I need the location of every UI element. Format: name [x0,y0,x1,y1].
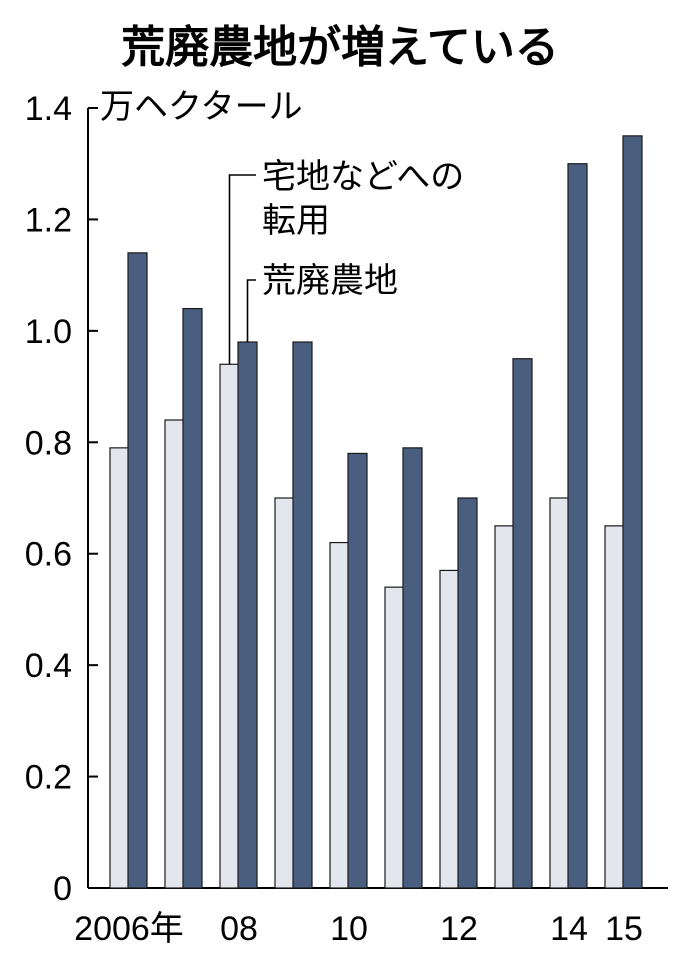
bar-conversion [219,363,240,889]
y-tick-label: 0.8 [25,424,72,462]
x-tick-label: 12 [440,910,478,948]
bar-conversion [109,447,130,889]
x-tick-label: 08 [220,910,258,948]
bar-abandoned [622,135,643,889]
y-tick-label: 0.4 [25,647,72,685]
bar-abandoned [512,358,533,889]
bar-abandoned [127,252,148,889]
legend-label-abandoned: 荒廃農地 [262,261,398,301]
y-tick-label: 1.2 [25,201,72,239]
bar-conversion [329,541,350,889]
bar-conversion [384,586,405,889]
bar-abandoned [567,163,588,889]
bar-conversion [494,525,515,889]
x-tick-label: 15 [605,910,643,948]
bar-abandoned [237,341,258,889]
x-tick-label: 2006年 [74,910,184,948]
y-tick-label: 0 [53,870,72,908]
legend-label-conversion-line1: 宅地などへの [262,157,464,197]
bar-abandoned [292,341,313,889]
bar-conversion [439,569,460,889]
unit-label: 万ヘクタール [100,87,303,127]
bar-conversion [549,497,570,889]
legend-leader-conversion [228,174,256,365]
y-tick-label: 1.4 [25,90,72,128]
chart-title: 荒廃農地が増えている [121,22,559,73]
y-tick-label: 0.2 [25,759,72,797]
bar-conversion [164,419,185,889]
bar-abandoned [402,447,423,889]
bar-conversion [604,525,625,889]
bar-abandoned [347,452,368,889]
legend-leader-abandoned [246,279,256,342]
legend-label-conversion-line2: 転用 [262,201,330,241]
y-tick-label: 0.6 [25,536,72,574]
bar-abandoned [457,497,478,889]
x-tick-label: 10 [330,910,368,948]
y-tick-label: 1.0 [25,313,72,351]
bar-conversion [274,497,295,889]
x-tick-label: 14 [550,910,588,948]
bar-abandoned [182,307,203,889]
